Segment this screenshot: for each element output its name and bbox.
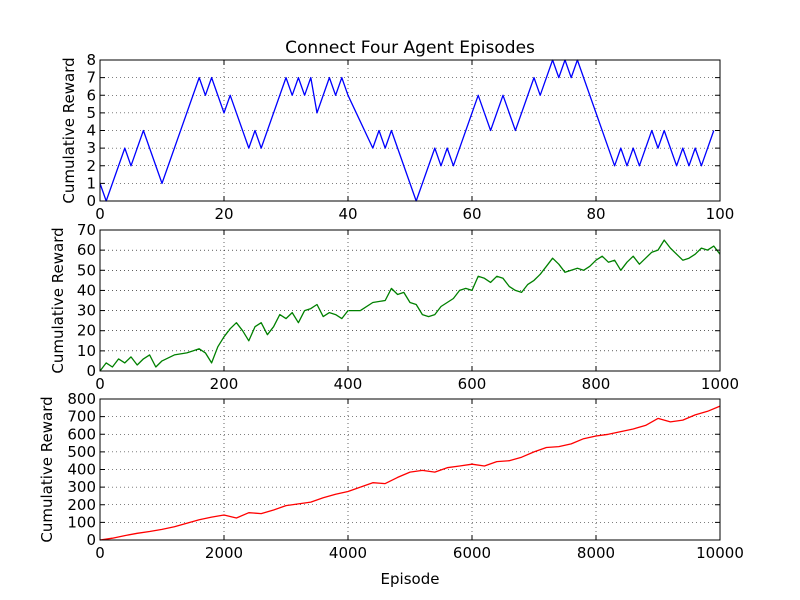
- x-tick-label: 4000: [329, 544, 367, 562]
- y-tick-label: 50: [77, 261, 96, 279]
- x-tick-label: 0: [95, 544, 105, 562]
- x-tick-label: 100: [706, 205, 735, 223]
- x-tick-label: 2000: [205, 544, 243, 562]
- y-tick-label: 800: [67, 390, 96, 408]
- y-tick-label: 1: [86, 174, 96, 192]
- y-tick-label: 7: [86, 69, 96, 87]
- reward-series-line: [99, 405, 721, 541]
- x-tick-label: 400: [334, 375, 363, 393]
- x-tick-label: 800: [582, 375, 611, 393]
- y-tick-label: 8: [86, 51, 96, 69]
- y-tick-label: 2: [86, 157, 96, 175]
- x-tick-label: 8000: [577, 544, 615, 562]
- y-tick-label: 0: [86, 531, 96, 549]
- y-tick-label: 6: [86, 86, 96, 104]
- y-tick-label: 20: [77, 322, 96, 340]
- y-tick-label: 400: [67, 461, 96, 479]
- y-tick-label: 70: [77, 221, 96, 239]
- y-tick-label: 0: [86, 362, 96, 380]
- x-tick-label: 20: [214, 205, 233, 223]
- x-tick-label: 0: [95, 375, 105, 393]
- y-tick-label: 40: [77, 281, 96, 299]
- x-tick-label: 40: [338, 205, 357, 223]
- y-axis-label: Cumulative Reward: [49, 227, 67, 373]
- y-tick-label: 500: [67, 443, 96, 461]
- x-tick-label: 10000: [696, 544, 744, 562]
- x-tick-label: 6000: [453, 544, 491, 562]
- y-tick-label: 3: [86, 139, 96, 157]
- y-tick-label: 0: [86, 192, 96, 210]
- x-tick-label: 80: [586, 205, 605, 223]
- x-axis-label: Episode: [381, 570, 440, 588]
- x-tick-label: 1000: [701, 375, 739, 393]
- y-tick-label: 200: [67, 496, 96, 514]
- x-tick-label: 200: [210, 375, 239, 393]
- middle-reward-plot: 0 200 400 600 800 1000 0 10 20 30 40 50 60 70 Cumulati…: [49, 221, 739, 393]
- plot-frame: [99, 229, 721, 372]
- x-tick-label: 60: [462, 205, 481, 223]
- y-tick-label: 10: [77, 342, 96, 360]
- y-axis-label: Cumulative Reward: [38, 396, 56, 542]
- reward-series-line: [99, 239, 721, 372]
- x-tick-label: 600: [458, 375, 487, 393]
- y-tick-label: 100: [67, 513, 96, 531]
- y-tick-label: 700: [67, 408, 96, 426]
- bottom-reward-plot: 0 2000 4000 6000 8000 10000010020030040050060…: [38, 390, 744, 588]
- y-tick-label: 300: [67, 478, 96, 496]
- y-tick-label: 5: [86, 104, 96, 122]
- reward-series-line: [99, 59, 715, 202]
- y-tick-label: 60: [77, 241, 96, 259]
- y-axis-label: Cumulative Reward: [60, 57, 78, 203]
- y-tick-label: 600: [67, 425, 96, 443]
- x-tick-label: 0: [95, 205, 105, 223]
- y-tick-label: 4: [86, 122, 96, 140]
- figure-title: Connect Four Agent Episodes: [285, 38, 535, 58]
- y-tick-label: 30: [77, 302, 96, 320]
